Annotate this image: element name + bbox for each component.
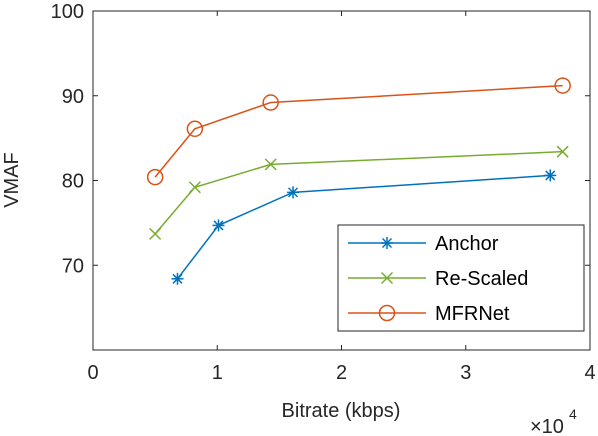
y-tick-label: 70 [62,255,84,277]
data-point-mfrnet [262,94,279,111]
legend-marker [381,237,393,249]
data-point-re-scaled [149,227,162,240]
y-tick-label: 100 [51,1,84,23]
data-point-re-scaled [188,181,201,194]
legend-item-anchor: Anchor [348,233,499,255]
data-point-anchor [544,169,557,182]
series-line-anchor [176,174,551,280]
x-tick-label: 2 [336,362,347,384]
legend: Anchor Re-Scaled MFRNet [337,224,585,332]
svg-text:4: 4 [569,406,577,422]
series-line-mfrnet [154,84,563,178]
series-line-re-scaled [154,150,563,235]
legend-marker [380,271,394,285]
x-tick-label: 3 [460,362,471,384]
y-tick-label: 90 [62,86,84,108]
svg-text:×10: ×10 [530,416,564,436]
legend-item-re-scaled: Re-Scaled [348,268,528,290]
data-point-mfrnet [146,168,164,186]
data-point-mfrnet [554,77,571,94]
x-axis-label: Bitrate (kbps) [282,400,401,422]
y-tick-label: 80 [62,171,84,193]
data-point-anchor [212,219,225,232]
data-point-mfrnet [186,120,204,138]
data-point-re-scaled [556,145,569,158]
data-point-anchor [287,186,300,199]
x-axis-exponent: ×10 4 [530,406,577,436]
x-tick-label: 4 [584,362,595,384]
legend-item-mfrnet: MFRNet [348,303,510,325]
data-point-re-scaled [264,158,277,171]
y-axis-label: VMAF [1,152,23,208]
x-tick-label: 1 [212,362,223,384]
axis-ticks: 0 1 2 3 4 70 80 90 100 [51,1,596,384]
data-point-anchor [171,272,184,285]
legend-label: Re-Scaled [435,268,528,290]
series-group [146,77,571,285]
legend-label: MFRNet [435,303,510,325]
legend-marker [378,304,396,322]
x-tick-label: 0 [87,362,98,384]
legend-label: Anchor [435,233,499,255]
